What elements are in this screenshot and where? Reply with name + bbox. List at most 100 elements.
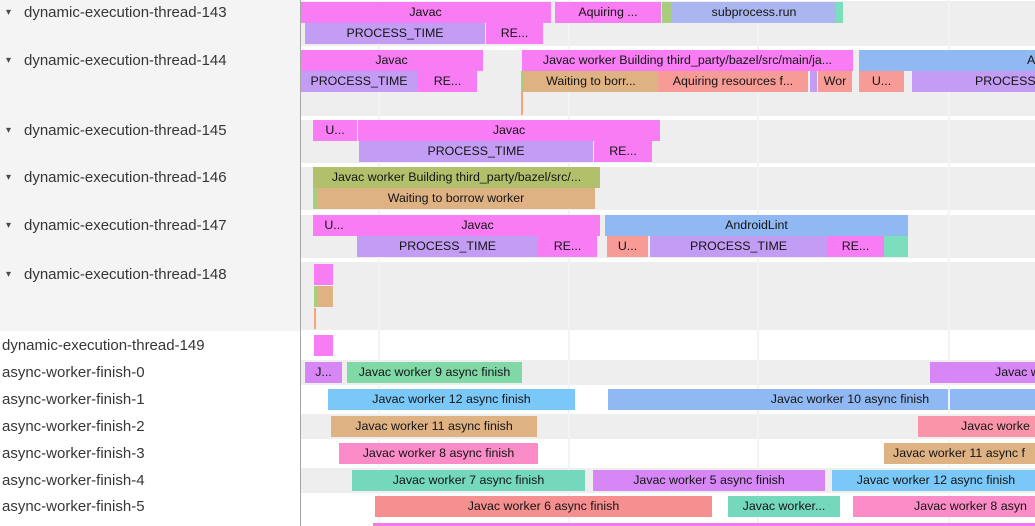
timeline-slice[interactable]: Javac worker 11 async finish [331, 416, 537, 437]
timeline-slice[interactable]: Javac worker 5 async finish [593, 470, 825, 491]
timeline-slice[interactable]: Javac worke [918, 416, 1035, 437]
sidebar-track-row[interactable]: ▾ dynamic-execution-thread-143 [0, 2, 300, 23]
slice-label: RE... [609, 144, 637, 158]
expander-triangle-icon[interactable]: ▾ [6, 125, 12, 136]
timeline-slice[interactable]: Javac worker... [728, 496, 840, 517]
timeline-slice-unlabeled[interactable] [521, 71, 524, 92]
sidebar-track-row[interactable]: ▾ dynamic-execution-thread-147 [0, 215, 300, 236]
timeline-slice[interactable]: Waiting to borr... [524, 71, 658, 92]
timeline-slice[interactable]: Javac worker 8 async finish [339, 443, 538, 464]
timeline-slice[interactable]: AndroidLint [605, 215, 908, 236]
timeline-slice[interactable]: Javac worker 8 asyn [853, 496, 1035, 517]
track-name-label: dynamic-execution-thread-148 [24, 266, 227, 283]
timeline-slice[interactable]: PROCESS_TIME [305, 23, 485, 44]
timeline-slice[interactable]: Javac worker 7 async finish [352, 470, 585, 491]
track-background-band [301, 262, 1035, 330]
sidebar-track-row[interactable]: async-worker-finish-0 [0, 362, 300, 383]
slice-label: Javac w [995, 365, 1035, 379]
timeline-slice[interactable]: Javac [355, 215, 600, 236]
timeline-slice-unlabeled[interactable] [373, 523, 1035, 526]
expander-triangle-icon[interactable]: ▾ [6, 269, 12, 280]
timeline-slice[interactable]: Javac [301, 50, 483, 71]
sidebar-track-row[interactable]: dynamic-execution-thread-149 [0, 335, 300, 356]
timeline-slice[interactable]: Wor [818, 71, 852, 92]
expander-triangle-icon[interactable]: ▾ [6, 55, 12, 66]
timeline-canvas[interactable]: Javac Aquiring ... subprocess.run PROCESS_T… [301, 0, 1035, 526]
sidebar-track-row[interactable]: ▾ dynamic-execution-thread-144 [0, 50, 300, 71]
timeline-slice-unlabeled[interactable] [317, 286, 333, 307]
timeline-slice[interactable]: Javac worker 12 async finish [832, 470, 1035, 491]
timeline-slice[interactable]: U... [313, 215, 355, 236]
timeline-slice[interactable]: PROCESS_TIME [650, 236, 827, 257]
timeline-slice[interactable]: U... [607, 236, 648, 257]
time-gridline [568, 0, 570, 526]
sidebar-track-row[interactable]: async-worker-finish-2 [0, 416, 300, 437]
timeline-slice[interactable]: RE... [827, 236, 884, 257]
timeline-slice[interactable]: subprocess.run [672, 2, 836, 23]
timeline-slice[interactable]: RE... [418, 71, 477, 92]
timeline-slice-unlabeled[interactable] [313, 188, 317, 209]
slice-label: Javac worker 7 async finish [392, 473, 545, 487]
timeline-slice-unlabeled[interactable] [314, 308, 316, 329]
timeline-slice[interactable]: Aquiring resources f... [658, 71, 808, 92]
timeline-slice[interactable]: Javac [358, 120, 660, 141]
timeline-slice[interactable]: Javac worker 9 async finish [347, 362, 522, 383]
timeline-slice[interactable]: Waiting to borrow worker [317, 188, 595, 209]
expander-triangle-icon[interactable]: ▾ [6, 7, 12, 18]
timeline-slice[interactable]: Aquiring ... [555, 2, 661, 23]
timeline-slice[interactable]: Javac worker 12 async finish [328, 389, 575, 410]
time-gridline [757, 0, 759, 526]
slice-label: Aquiring resources f... [672, 74, 794, 88]
slice-label: Javac worker... [742, 499, 826, 513]
track-name-label: async-worker-finish-5 [2, 498, 145, 515]
timeline-slice[interactable]: Javac worker 6 async finish [375, 496, 712, 517]
sidebar-track-row[interactable]: ▾ dynamic-execution-thread-146 [0, 167, 300, 188]
timeline-slice-unlabeled[interactable] [662, 2, 672, 23]
timeline-slice-unlabeled[interactable] [521, 92, 523, 115]
timeline-slice-unlabeled[interactable] [314, 335, 333, 356]
time-gridline [948, 0, 950, 526]
timeline-slice[interactable]: AndroidLint [859, 50, 1035, 71]
slice-label: subprocess.run [711, 5, 797, 19]
expander-triangle-icon[interactable]: ▾ [6, 220, 12, 231]
expander-triangle-icon[interactable]: ▾ [6, 172, 12, 183]
slice-label: Javac worker 6 async finish [467, 499, 620, 513]
timeline-slice[interactable]: RE... [594, 141, 652, 162]
sidebar-track-row[interactable]: async-worker-finish-3 [0, 443, 300, 464]
track-name-label: async-worker-finish-1 [2, 391, 145, 408]
slice-label: PROCESS_TIME [975, 74, 1035, 88]
timeline-slice[interactable]: PROCESS_TIME [357, 236, 538, 257]
timeline-slice[interactable]: Javac worker Building third_party/bazel/… [522, 50, 853, 71]
sidebar-track-row[interactable]: async-worker-finish-4 [0, 470, 300, 491]
timeline-slice[interactable]: U... [859, 71, 904, 92]
timeline-slice[interactable]: Javac [301, 2, 551, 23]
timeline-slice[interactable]: Javac w [930, 362, 1035, 383]
timeline-slice-unlabeled[interactable] [884, 236, 908, 257]
slice-label: Javac worker Building third_party/bazel/… [331, 170, 582, 184]
timeline-slice[interactable]: J... [305, 362, 342, 383]
sidebar-track-row[interactable]: ▾ dynamic-execution-thread-148 [0, 264, 300, 285]
timeline-slice[interactable]: PROCESS_TIME [359, 141, 593, 162]
timeline-slice[interactable]: PROCESS_TIME [301, 71, 418, 92]
sidebar-track-row[interactable]: ▾ dynamic-execution-thread-145 [0, 120, 300, 141]
timeline-slice[interactable]: Javac worker Building third_party/bazel/… [313, 167, 600, 188]
timeline-slice-unlabeled[interactable] [314, 286, 317, 307]
timeline-slice[interactable]: RE... [486, 23, 543, 44]
timeline-slice[interactable]: Javac worker 10 async finish [608, 389, 1035, 410]
timeline-slice-unlabeled[interactable] [314, 264, 333, 285]
sidebar-track-row[interactable]: async-worker-finish-1 [0, 389, 300, 410]
timeline-slice[interactable]: U... [313, 120, 357, 141]
timeline-slice[interactable]: Javac worker 11 async f [884, 443, 1035, 464]
slice-label: RE... [841, 239, 870, 253]
timeline-slice-unlabeled[interactable] [948, 389, 950, 410]
timeline-slice[interactable]: RE... [538, 236, 597, 257]
time-gridline [378, 0, 380, 526]
slice-label: J... [315, 365, 332, 379]
timeline-slice[interactable]: PROCESS_TIME [912, 71, 1035, 92]
slice-label: Javac worker 12 async finish [856, 473, 1016, 487]
timeline-slice-unlabeled[interactable] [810, 71, 817, 92]
slice-label: Javac worker Building third_party/bazel/… [542, 53, 833, 67]
timeline-slice-unlabeled[interactable] [836, 2, 843, 23]
sidebar-track-row[interactable]: async-worker-finish-5 [0, 496, 300, 517]
track-name-label: dynamic-execution-thread-144 [24, 52, 227, 69]
